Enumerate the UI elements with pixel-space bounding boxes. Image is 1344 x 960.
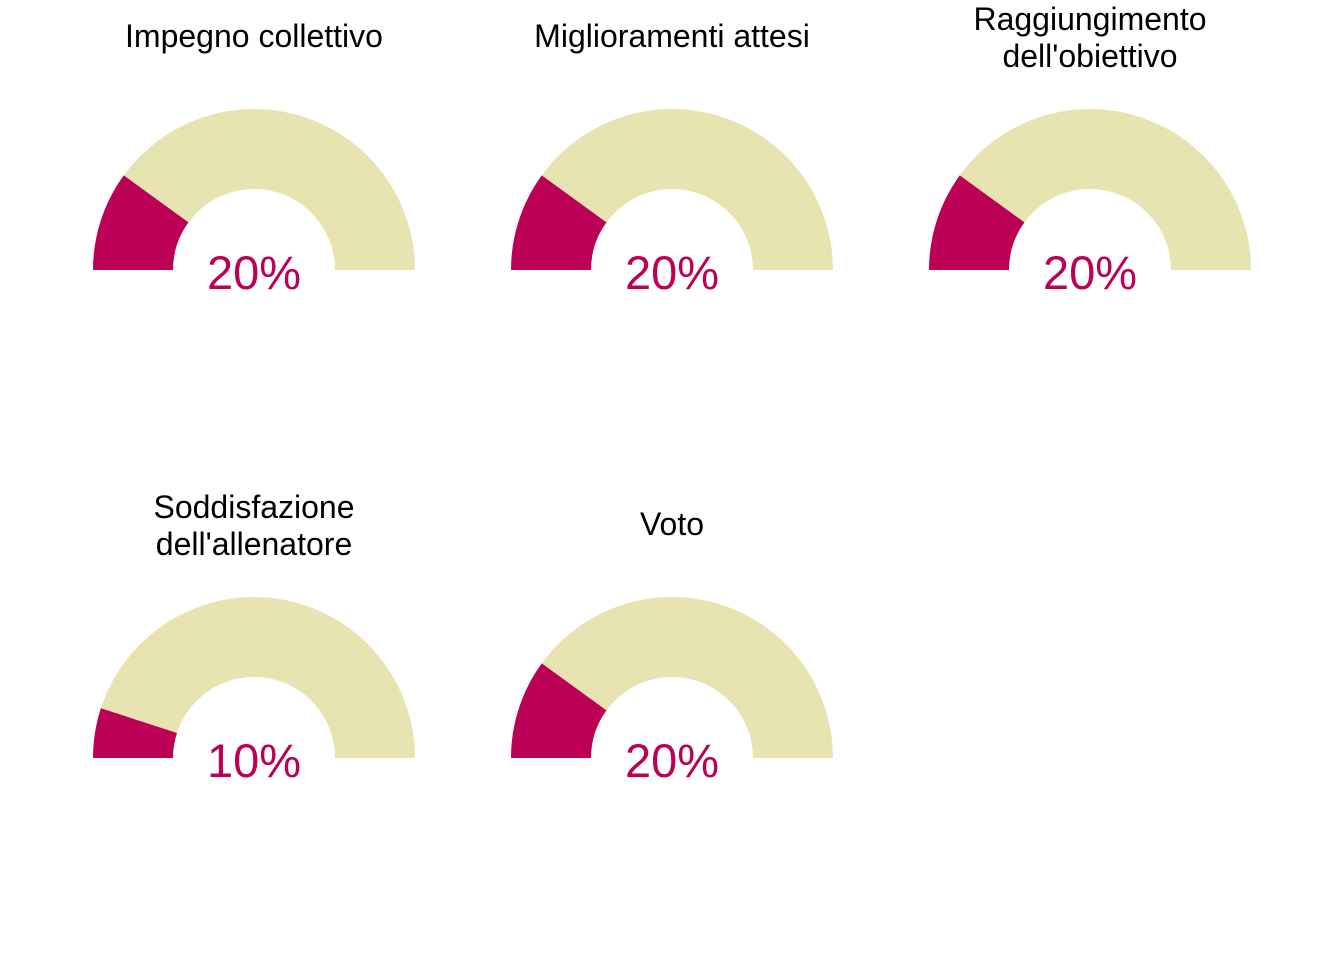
gauge-title: Miglioramenti attesi: [534, 18, 810, 54]
gauge-title-line: Voto: [640, 506, 704, 542]
gauge-title-line: Raggiungimento: [973, 1, 1206, 37]
gauge-title: Raggiungimento dell'obiettivo: [973, 1, 1206, 74]
gauge-title: Soddisfazione dell'allenatore: [153, 489, 354, 562]
gauge-panel: Miglioramenti attesi 20%: [511, 18, 833, 299]
gauge-panel: Raggiungimento dell'obiettivo 20%: [929, 1, 1251, 299]
gauge-track-arc: [959, 109, 1251, 270]
gauge-value-arc: [511, 175, 607, 270]
gauge-track-arc: [541, 109, 833, 270]
gauge-title-line: Impegno collettivo: [125, 18, 383, 54]
gauge-track-arc: [123, 109, 415, 270]
gauge-panel: Soddisfazione dell'allenatore 10%: [93, 489, 415, 787]
gauge-value-label: 20%: [207, 246, 301, 299]
gauge-panel: Impegno collettivo 20%: [93, 18, 415, 299]
gauge-value-label: 20%: [625, 734, 719, 787]
gauge-title: Voto: [640, 506, 704, 542]
gauge-panel: Voto 20%: [511, 506, 833, 787]
gauge-value-arc: [511, 663, 607, 758]
gauge-value-arc: [929, 175, 1025, 270]
gauge-value-arc: [93, 708, 177, 758]
gauge-value-arc: [93, 175, 189, 270]
gauge-title-line: Soddisfazione: [153, 489, 354, 525]
gauge-title-line: dell'allenatore: [156, 526, 352, 562]
gauge-title-line: dell'obiettivo: [1002, 38, 1177, 74]
gauge-value-label: 10%: [207, 734, 301, 787]
gauge-track-arc: [100, 597, 415, 758]
gauge-value-label: 20%: [625, 246, 719, 299]
gauge-title-line: Miglioramenti attesi: [534, 18, 810, 54]
gauge-track-arc: [541, 597, 833, 758]
gauge-title: Impegno collettivo: [125, 18, 383, 54]
gauge-value-label: 20%: [1043, 246, 1137, 299]
